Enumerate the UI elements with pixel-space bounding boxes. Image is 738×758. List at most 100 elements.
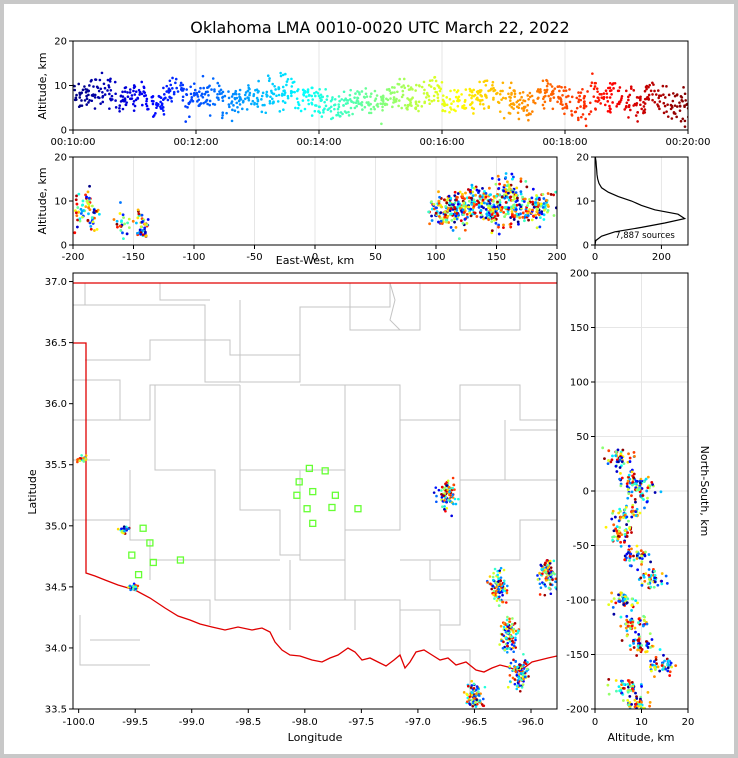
time-height-point [93, 107, 97, 110]
time-height-point [493, 88, 497, 92]
time-height-point [390, 86, 394, 89]
ew-height-point [504, 201, 508, 204]
time-height-point [118, 106, 121, 110]
time-height-point [109, 88, 113, 92]
time-height-point [508, 99, 512, 102]
time-height-point [119, 94, 123, 98]
lightning-source [122, 527, 126, 530]
time-height-point [255, 102, 259, 106]
ew-height-point [140, 220, 144, 224]
lma-station-marker [305, 464, 313, 473]
ew-height-point [85, 199, 89, 203]
time-height-point [644, 85, 648, 89]
ns-altitude-point [644, 550, 647, 554]
time-height-point [107, 85, 111, 89]
time-height-point [213, 103, 217, 106]
ew-height-point [73, 231, 77, 235]
ew-height-point [74, 198, 78, 202]
ns-altitude-point [626, 620, 630, 624]
time-height-point [125, 101, 129, 104]
ns-km-tick-label: 200 [570, 269, 589, 280]
ew-height-point [512, 195, 515, 198]
lightning-source [504, 636, 508, 640]
time-height-point [185, 92, 188, 96]
ew-height-point [542, 202, 546, 205]
lightning-source [467, 698, 471, 701]
ew-height-point [519, 212, 522, 216]
plan-view-xlabel: Longitude [288, 731, 343, 744]
lightning-source [444, 509, 447, 513]
time-height-point [658, 100, 662, 103]
time-height-point [353, 106, 357, 110]
time-height-point [597, 96, 600, 100]
ns-altitude-point [632, 450, 636, 454]
time-height-point [375, 94, 379, 97]
ew-height-point [497, 178, 501, 181]
lightning-source [519, 672, 523, 675]
lightning-source [522, 667, 526, 670]
time-height-point [583, 102, 586, 106]
ew-height-point [452, 203, 455, 207]
ew-height-point [446, 214, 450, 218]
time-height-point [570, 114, 574, 117]
ns-altitude-point [611, 454, 614, 458]
time-height-point [639, 103, 642, 107]
lightning-source [510, 622, 514, 626]
ns-altitude-point [610, 458, 614, 462]
latitude-tick-label: 35.0 [45, 521, 67, 532]
time-height-point [202, 101, 205, 105]
ns-altitude-point [604, 525, 608, 529]
ns-altitude-point [614, 679, 618, 682]
time-height-point [175, 86, 178, 90]
time-height-point [541, 103, 545, 107]
lightning-source [493, 567, 497, 571]
lightning-source [134, 585, 138, 589]
time-height-point [344, 97, 347, 100]
time-height-point [547, 94, 550, 98]
ns-altitude-point [631, 509, 635, 513]
time-height-point [510, 105, 514, 109]
time-height-point [143, 94, 146, 98]
ew-height-point [534, 216, 538, 220]
time-height-point [160, 102, 164, 106]
time-height-point [657, 94, 661, 98]
time-height-point [651, 98, 654, 102]
lightning-source [508, 647, 511, 650]
ns-altitude-point [638, 702, 642, 706]
ew-height-point [118, 212, 122, 215]
ew-height-point [541, 192, 545, 196]
ns-altitude-point [626, 488, 630, 491]
time-height-point [320, 95, 323, 99]
lightning-source [452, 502, 455, 506]
time-height-point [608, 81, 612, 85]
time-height-point [221, 111, 225, 115]
lightning-source [502, 579, 506, 583]
time-height-point [227, 90, 230, 93]
lightning-source [440, 489, 443, 492]
time-height-point [411, 88, 414, 91]
time-height-point [318, 87, 321, 91]
time-height-point [636, 111, 639, 114]
time-height-point [196, 100, 199, 103]
lightning-source [495, 599, 499, 602]
ew-height-point [94, 209, 98, 213]
ew-axis-tick-label: 0 [312, 252, 318, 263]
ew-height-point [507, 206, 511, 210]
ns-altitude-point [640, 644, 643, 647]
longitude-tick-label: -97.0 [405, 717, 431, 728]
ew-height-point [91, 220, 95, 224]
time-height-point [681, 99, 684, 103]
ns-altitude-point [623, 532, 627, 536]
ew-height-point [461, 222, 465, 225]
ew-height-point [504, 190, 508, 194]
ns-altitude-point [662, 653, 665, 657]
ew-height-point [470, 186, 474, 189]
ns-altitude-x-tick-label: 10 [635, 717, 648, 728]
ns-altitude-point [635, 710, 638, 713]
time-height-point [692, 117, 695, 120]
time-height-point [430, 79, 434, 82]
time-height-point [114, 106, 118, 109]
lightning-source [496, 569, 499, 573]
ns-altitude-point [650, 669, 653, 673]
ew-height-point [484, 208, 488, 211]
